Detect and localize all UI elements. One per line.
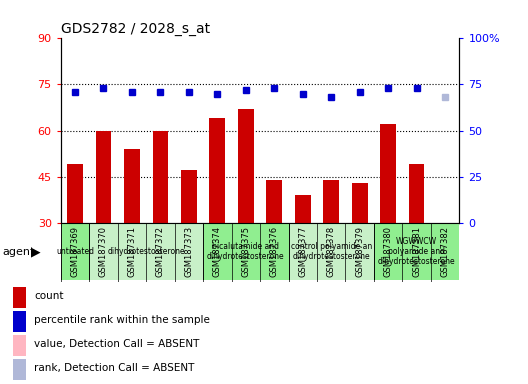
Text: GSM187373: GSM187373 bbox=[184, 226, 193, 277]
Text: GSM187380: GSM187380 bbox=[384, 226, 393, 277]
Bar bbox=[267, 180, 282, 223]
Text: bicalutamide and
dihydrotestosterone: bicalutamide and dihydrotestosterone bbox=[207, 242, 285, 261]
Text: GSM187377: GSM187377 bbox=[298, 226, 307, 277]
Bar bbox=[96, 131, 111, 223]
Text: GSM187379: GSM187379 bbox=[355, 226, 364, 277]
Bar bbox=[13, 359, 26, 380]
Bar bbox=[323, 180, 339, 223]
Bar bbox=[288, 223, 374, 280]
Bar bbox=[380, 124, 396, 223]
Text: GSM187371: GSM187371 bbox=[127, 226, 136, 277]
Bar bbox=[13, 311, 26, 332]
Bar bbox=[203, 223, 288, 280]
Text: GSM187378: GSM187378 bbox=[327, 226, 336, 277]
Bar bbox=[181, 170, 197, 223]
Bar bbox=[67, 164, 83, 223]
Bar bbox=[210, 118, 225, 223]
Bar bbox=[352, 183, 367, 223]
Bar bbox=[124, 149, 140, 223]
Text: GSM187369: GSM187369 bbox=[70, 226, 79, 277]
Bar bbox=[409, 164, 425, 223]
Bar bbox=[153, 131, 168, 223]
Bar bbox=[89, 223, 203, 280]
Text: GSM187372: GSM187372 bbox=[156, 226, 165, 277]
Bar bbox=[238, 109, 253, 223]
Text: count: count bbox=[34, 291, 63, 301]
Text: percentile rank within the sample: percentile rank within the sample bbox=[34, 315, 210, 325]
Text: GSM187375: GSM187375 bbox=[241, 226, 250, 277]
Text: GSM187370: GSM187370 bbox=[99, 226, 108, 277]
Bar bbox=[13, 334, 26, 356]
Text: GSM187382: GSM187382 bbox=[441, 226, 450, 277]
Text: GDS2782 / 2028_s_at: GDS2782 / 2028_s_at bbox=[61, 22, 210, 36]
Text: ▶: ▶ bbox=[31, 245, 40, 258]
Text: untreated: untreated bbox=[56, 247, 94, 256]
Bar bbox=[61, 223, 89, 280]
Text: value, Detection Call = ABSENT: value, Detection Call = ABSENT bbox=[34, 339, 200, 349]
Bar bbox=[13, 286, 26, 308]
Text: GSM187376: GSM187376 bbox=[270, 226, 279, 277]
Text: GSM187374: GSM187374 bbox=[213, 226, 222, 277]
Bar bbox=[295, 195, 310, 223]
Text: agent: agent bbox=[3, 247, 35, 257]
Text: GSM187381: GSM187381 bbox=[412, 226, 421, 277]
Bar bbox=[374, 223, 459, 280]
Text: dihydrotestosterone: dihydrotestosterone bbox=[107, 247, 185, 256]
Text: control polyamide an
dihydrotestosterone: control polyamide an dihydrotestosterone bbox=[290, 242, 372, 261]
Text: WGWWCW
polyamide and
dihydrotestosterone: WGWWCW polyamide and dihydrotestosterone bbox=[378, 237, 456, 266]
Text: rank, Detection Call = ABSENT: rank, Detection Call = ABSENT bbox=[34, 363, 194, 373]
